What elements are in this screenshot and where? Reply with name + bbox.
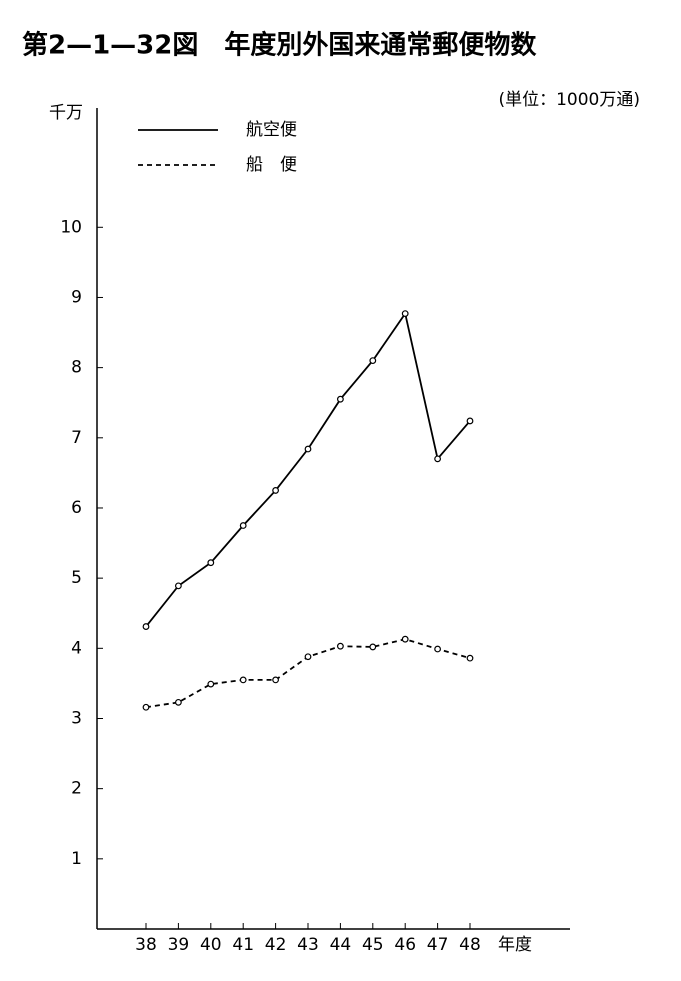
data-point [174,582,182,590]
data-point [466,654,474,662]
x-tick-label: 43 [297,935,319,955]
data-point [401,635,409,643]
chart-subtitle: (単位：1000万通) [498,90,640,110]
y-tick-label: 2 [71,779,82,799]
x-tick-label: 40 [200,935,222,955]
y-tick-label: 6 [71,498,82,518]
data-point [466,417,474,425]
y-tick-label: 5 [71,568,82,588]
data-point [434,455,442,463]
legend-label: 航空便 [246,120,297,140]
y-tick-label: 10 [60,217,82,237]
data-point [304,445,312,453]
data-point [337,642,344,650]
x-tick-label: 42 [265,935,287,955]
data-point [142,703,150,711]
chart-title: 第2—1—32図 年度別外国来通常郵便物数 [22,30,537,61]
x-tick-label: 46 [394,935,416,955]
y-tick-label: 1 [71,849,82,869]
y-tick-label: 4 [71,638,82,658]
x-tick-label: 38 [135,935,157,955]
x-tick-label: 41 [232,935,254,955]
y-tick-label: 3 [71,708,82,728]
data-point [304,653,312,661]
y-tick-label: 9 [71,287,82,307]
data-point [174,698,182,706]
series-line [145,638,471,709]
series-line [145,311,471,628]
x-tick-label: 44 [330,935,352,955]
data-point [401,310,409,318]
x-tick-label: 45 [362,935,384,955]
data-point [272,487,280,494]
x-tick-label: 48 [459,935,481,955]
x-axis-label: 年度 [498,935,532,955]
x-tick-label: 39 [168,935,190,955]
data-point [207,680,215,688]
data-point [142,623,150,630]
y-tick-label: 8 [71,358,82,378]
data-point [239,522,247,529]
data-point [369,643,377,651]
x-tick-label: 47 [427,935,449,955]
y-axis-label: 千万 [49,103,83,123]
data-point [239,676,247,684]
data-point [369,357,377,365]
data-point [337,395,344,403]
data-point [207,559,215,567]
y-tick-label: 7 [71,428,82,448]
legend-label: 船 便 [246,155,297,175]
data-point [272,676,280,684]
data-point [434,645,442,653]
